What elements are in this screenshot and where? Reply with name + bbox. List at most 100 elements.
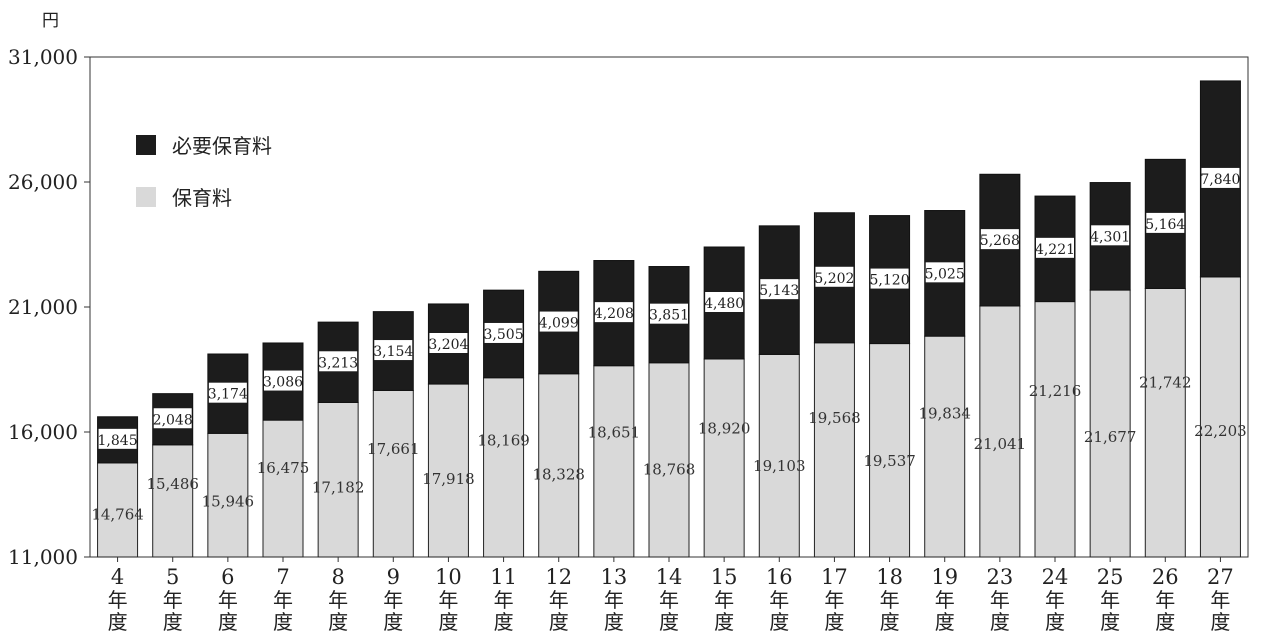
x-tick-label-number: 8 bbox=[331, 565, 344, 589]
data-label-box bbox=[1146, 212, 1185, 233]
x-tick-label-do: 度 bbox=[659, 610, 679, 634]
bar-childcare-fee bbox=[1034, 301, 1076, 558]
x-tick-label-nen: 年 bbox=[714, 588, 734, 612]
data-label-required-fee: 7,840 bbox=[1200, 172, 1240, 188]
x-tick-label-do: 度 bbox=[108, 610, 128, 634]
data-label-box bbox=[1036, 237, 1074, 258]
data-label-required-fee: 4,221 bbox=[1035, 242, 1075, 258]
legend-item-childcare-fee: 保育料 bbox=[136, 182, 232, 211]
bar-childcare-fee bbox=[427, 383, 469, 558]
x-tick-label-number: 27 bbox=[1207, 565, 1234, 589]
data-label-childcare-fee: 19,568 bbox=[808, 409, 861, 427]
x-tick-label-number: 4 bbox=[111, 565, 124, 589]
data-label-childcare-fee: 17,182 bbox=[312, 478, 365, 496]
x-tick-label-number: 15 bbox=[711, 565, 738, 589]
bar-childcare-fee bbox=[1089, 289, 1131, 558]
data-label-childcare-fee: 18,920 bbox=[698, 419, 751, 437]
data-label-box bbox=[925, 262, 964, 283]
x-tick-label-number: 18 bbox=[876, 565, 903, 589]
x-tick-label-number: 12 bbox=[545, 565, 572, 589]
x-tick-label-do: 度 bbox=[494, 610, 514, 634]
data-label-childcare-fee: 21,041 bbox=[974, 435, 1027, 453]
x-tick-label-do: 度 bbox=[273, 610, 293, 634]
x-tick-label-nen: 年 bbox=[108, 588, 128, 612]
x-tick-label-nen: 年 bbox=[163, 588, 183, 612]
data-label-required-fee: 3,154 bbox=[373, 344, 413, 360]
x-tick-label-number: 25 bbox=[1097, 565, 1124, 589]
data-label-box bbox=[153, 408, 192, 429]
bar-childcare-fee bbox=[152, 444, 194, 558]
y-tick-label: 11,000 bbox=[8, 545, 78, 569]
bar-childcare-fee bbox=[813, 342, 855, 558]
data-label-box bbox=[870, 268, 909, 289]
bar-childcare-fee bbox=[262, 419, 304, 558]
data-label-required-fee: 3,213 bbox=[318, 355, 358, 371]
x-tick-label-do: 度 bbox=[1210, 610, 1230, 634]
data-label-childcare-fee: 22,203 bbox=[1194, 422, 1247, 440]
bar-childcare-fee bbox=[97, 462, 139, 558]
data-label-required-fee: 3,204 bbox=[428, 337, 468, 353]
x-tick-label-do: 度 bbox=[769, 610, 789, 634]
x-tick-label-do: 度 bbox=[935, 610, 955, 634]
x-tick-label-number: 13 bbox=[600, 565, 627, 589]
x-tick-label-do: 度 bbox=[1100, 610, 1120, 634]
y-tick-label: 16,000 bbox=[8, 420, 78, 444]
data-label-required-fee: 4,301 bbox=[1090, 229, 1130, 245]
data-label-childcare-fee: 16,475 bbox=[257, 459, 310, 477]
data-label-childcare-fee: 15,486 bbox=[146, 475, 199, 493]
data-label-required-fee: 3,851 bbox=[649, 308, 689, 324]
bar-childcare-fee bbox=[483, 377, 525, 558]
x-tick-label-number: 9 bbox=[387, 565, 400, 589]
x-tick-label-nen: 年 bbox=[1155, 588, 1175, 612]
legend-label-childcare-fee: 保育料 bbox=[172, 186, 232, 210]
x-tick-label-nen: 年 bbox=[218, 588, 238, 612]
x-tick-label-do: 度 bbox=[383, 610, 403, 634]
data-label-box bbox=[594, 302, 633, 323]
data-label-childcare-fee: 19,834 bbox=[918, 404, 971, 422]
data-label-box bbox=[980, 229, 1019, 250]
bar-childcare-fee bbox=[869, 343, 911, 558]
x-tick-label-nen: 年 bbox=[880, 588, 900, 612]
x-tick-label-nen: 年 bbox=[1045, 588, 1065, 612]
x-tick-label-do: 度 bbox=[824, 610, 844, 634]
y-tick-label: 31,000 bbox=[8, 45, 78, 69]
data-label-box bbox=[208, 382, 247, 403]
bar-childcare-fee bbox=[538, 373, 580, 558]
x-tick-label-number: 6 bbox=[221, 565, 234, 589]
x-tick-label-nen: 年 bbox=[328, 588, 348, 612]
data-label-required-fee: 5,025 bbox=[925, 266, 965, 282]
x-tick-label-nen: 年 bbox=[549, 588, 569, 612]
x-tick-label-nen: 年 bbox=[1100, 588, 1120, 612]
data-label-box bbox=[429, 333, 468, 353]
x-tick-label-nen: 年 bbox=[769, 588, 789, 612]
x-tick-label-do: 度 bbox=[1155, 610, 1175, 634]
x-tick-label-nen: 年 bbox=[273, 588, 293, 612]
y-tick-label: 21,000 bbox=[8, 295, 78, 319]
x-tick-label-do: 度 bbox=[218, 610, 238, 634]
x-tick-label-do: 度 bbox=[1045, 610, 1065, 634]
data-label-childcare-fee: 17,661 bbox=[367, 440, 420, 458]
data-label-required-fee: 5,143 bbox=[759, 283, 799, 299]
x-tick-label-number: 10 bbox=[435, 565, 462, 589]
y-axis-unit: 円 bbox=[42, 11, 59, 31]
bar-childcare-fee bbox=[979, 305, 1021, 558]
data-label-required-fee: 3,086 bbox=[263, 375, 303, 391]
data-label-childcare-fee: 21,742 bbox=[1139, 373, 1192, 391]
data-label-required-fee: 3,505 bbox=[484, 327, 524, 343]
x-tick-label-number: 26 bbox=[1152, 565, 1179, 589]
data-label-box bbox=[1091, 225, 1130, 246]
data-label-box bbox=[98, 428, 137, 449]
x-tick-label-nen: 年 bbox=[935, 588, 955, 612]
x-tick-label-nen: 年 bbox=[1210, 588, 1230, 612]
data-label-box bbox=[705, 292, 744, 312]
data-label-required-fee: 5,202 bbox=[814, 271, 854, 287]
data-label-required-fee: 1,845 bbox=[98, 433, 138, 449]
x-tick-label-do: 度 bbox=[714, 610, 734, 634]
y-tick-label: 26,000 bbox=[8, 170, 78, 194]
bar-childcare-fee bbox=[924, 335, 966, 558]
bar-childcare-fee bbox=[703, 358, 745, 558]
data-label-required-fee: 4,480 bbox=[704, 296, 744, 312]
x-tick-label-number: 19 bbox=[931, 565, 958, 589]
data-label-required-fee: 5,120 bbox=[870, 273, 910, 289]
x-tick-label-number: 17 bbox=[821, 565, 848, 589]
